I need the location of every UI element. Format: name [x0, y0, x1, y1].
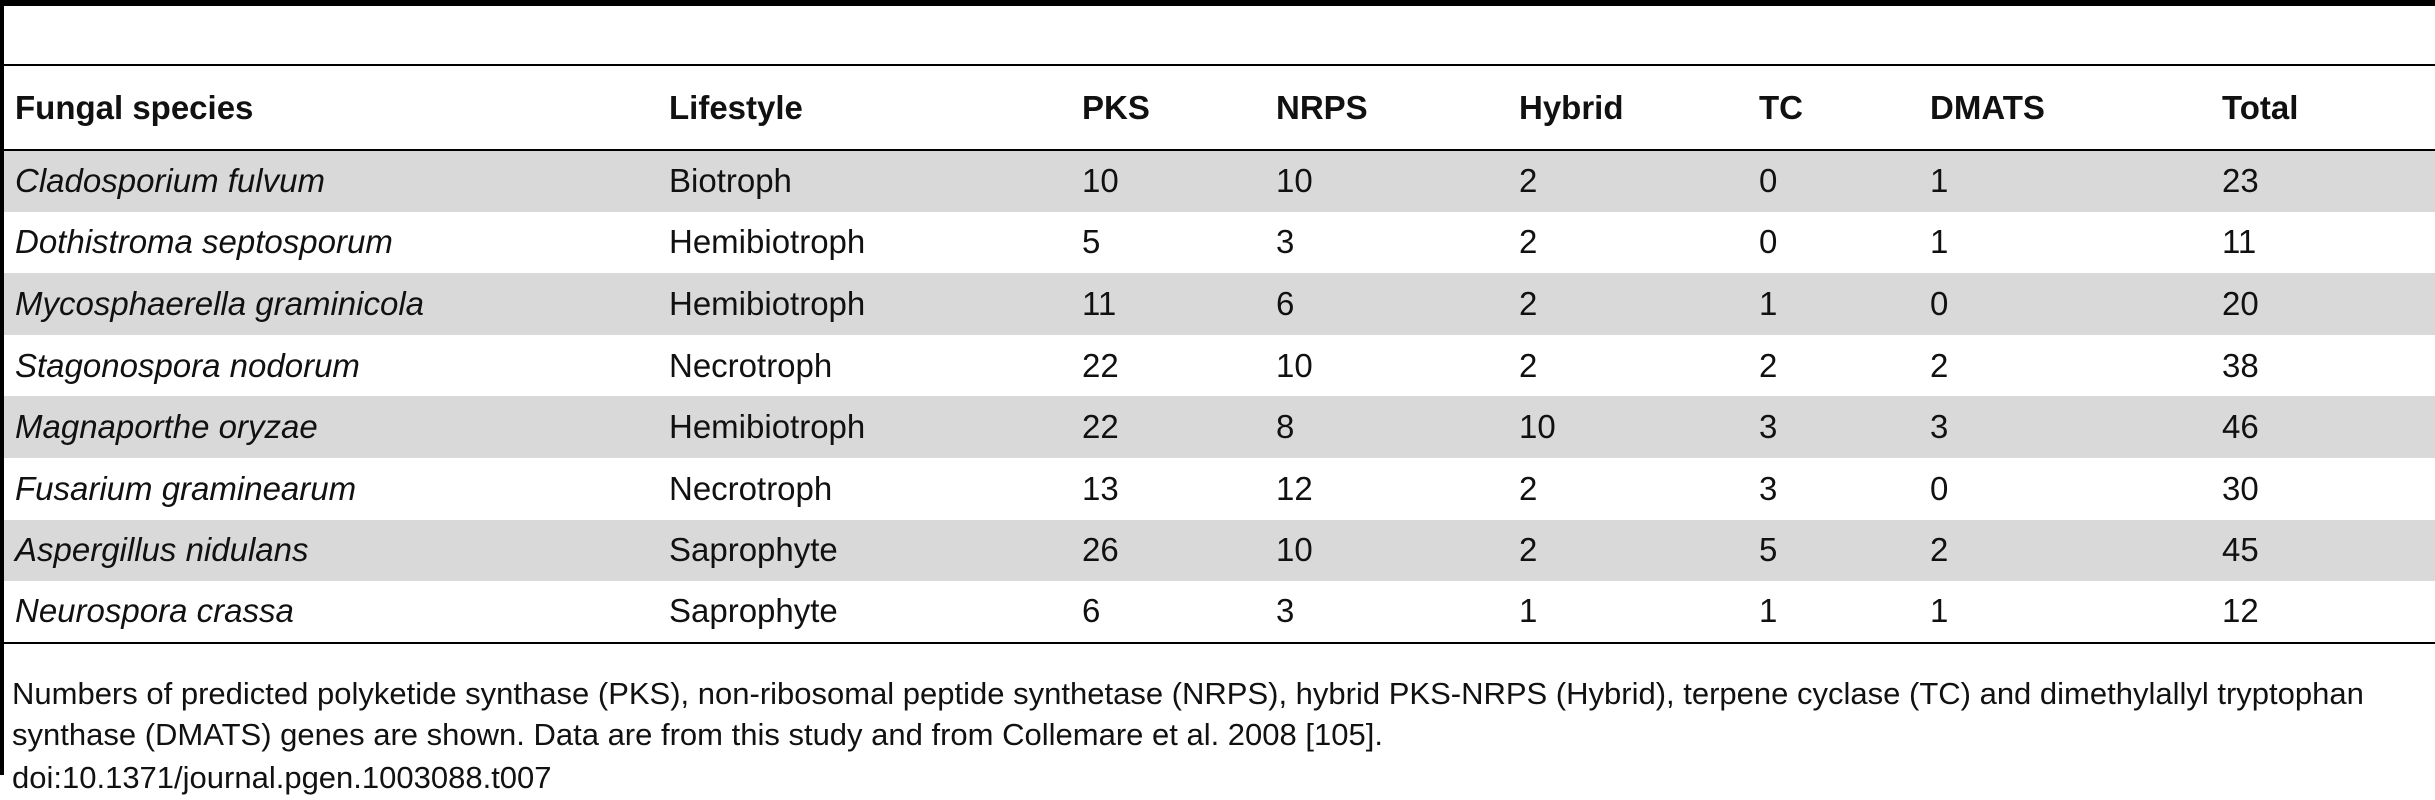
- cell-pks: 22: [1082, 346, 1119, 384]
- cell-pks: 10: [1082, 162, 1119, 200]
- cell-total: 23: [2222, 162, 2259, 200]
- cell-nrps: 8: [1276, 408, 1295, 446]
- cell-total: 11: [2222, 223, 2257, 261]
- cell-dmats: 3: [1930, 408, 1949, 446]
- cell-tc: 0: [1759, 223, 1778, 261]
- cell-lifestyle: Hemibiotroph: [669, 284, 866, 322]
- cell-dmats: 2: [1930, 531, 1949, 569]
- cell-nrps: 6: [1276, 284, 1295, 322]
- header-fungal-species: Fungal species: [15, 88, 254, 126]
- cell-dmats: 1: [1930, 162, 1949, 200]
- header-pks: PKS: [1082, 88, 1150, 126]
- cell-lifestyle: Hemibiotroph: [669, 223, 866, 261]
- cell-nrps: 10: [1276, 346, 1313, 384]
- table-caption: Numbers of predicted polyketide synthase…: [12, 676, 2364, 752]
- cell-lifestyle: Necrotroph: [669, 469, 833, 507]
- cell-nrps: 3: [1276, 223, 1295, 261]
- cell-nrps: 12: [1276, 469, 1313, 507]
- table-row: Fusarium graminearum Necrotroph 13 12 2 …: [4, 458, 2435, 520]
- cell-pks: 11: [1082, 284, 1117, 322]
- table-row: Dothistroma septosporum Hemibiotroph 5 3…: [4, 212, 2435, 274]
- table-row: Stagonospora nodorum Necrotroph 22 10 2 …: [4, 335, 2435, 397]
- header-dmats: DMATS: [1930, 88, 2045, 126]
- cell-pks: 6: [1082, 592, 1101, 630]
- cell-total: 20: [2222, 284, 2259, 322]
- cell-tc: 1: [1759, 592, 1778, 630]
- cell-lifestyle: Saprophyte: [669, 592, 838, 630]
- cell-lifestyle: Biotroph: [669, 162, 792, 200]
- cell-hybrid: 1: [1519, 592, 1538, 630]
- table-row: Neurospora crassa Saprophyte 6 3 1 1 1 1…: [4, 581, 2435, 643]
- cell-species: Stagonospora nodorum: [15, 346, 360, 384]
- cell-species: Magnaporthe oryzae: [15, 408, 318, 446]
- table-container: Fungal species Lifestyle PKS NRPS Hybrid…: [4, 64, 2435, 644]
- header-lifestyle: Lifestyle: [669, 88, 803, 126]
- cell-tc: 3: [1759, 469, 1778, 507]
- doi-line: doi:10.1371/journal.pgen.1003088.t007: [12, 760, 552, 795]
- cell-nrps: 10: [1276, 531, 1313, 569]
- header-total: Total: [2222, 88, 2299, 126]
- header-tc: TC: [1759, 88, 1803, 126]
- cell-dmats: 1: [1930, 223, 1949, 261]
- cell-tc: 1: [1759, 284, 1778, 322]
- cell-species: Fusarium graminearum: [15, 469, 357, 507]
- cell-pks: 22: [1082, 408, 1119, 446]
- cell-hybrid: 2: [1519, 223, 1538, 261]
- cell-lifestyle: Saprophyte: [669, 531, 838, 569]
- cell-species: Aspergillus nidulans: [15, 531, 309, 569]
- header-nrps: NRPS: [1276, 88, 1368, 126]
- cell-hybrid: 2: [1519, 162, 1538, 200]
- top-border-rule: [4, 0, 2435, 6]
- cell-hybrid: 10: [1519, 408, 1556, 446]
- table-row: Aspergillus nidulans Saprophyte 26 10 2 …: [4, 519, 2435, 582]
- cell-tc: 5: [1759, 531, 1778, 569]
- cell-species: Neurospora crassa: [15, 592, 294, 630]
- cell-hybrid: 2: [1519, 469, 1538, 507]
- cell-pks: 26: [1082, 531, 1119, 569]
- cell-dmats: 0: [1930, 284, 1949, 322]
- cell-dmats: 2: [1930, 346, 1949, 384]
- cell-total: 46: [2222, 408, 2259, 446]
- cell-lifestyle: Hemibiotroph: [669, 408, 866, 446]
- left-border-rule: [0, 0, 4, 775]
- cell-total: 12: [2222, 592, 2259, 630]
- cell-dmats: 1: [1930, 592, 1949, 630]
- cell-tc: 0: [1759, 162, 1778, 200]
- cell-pks: 13: [1082, 469, 1119, 507]
- cell-hybrid: 2: [1519, 531, 1538, 569]
- table-header-row: Fungal species Lifestyle PKS NRPS Hybrid…: [4, 65, 2435, 150]
- cell-species: Mycosphaerella graminicola: [15, 284, 425, 322]
- cell-nrps: 3: [1276, 592, 1295, 630]
- cell-pks: 5: [1082, 223, 1101, 261]
- cell-dmats: 0: [1930, 469, 1949, 507]
- table-row: Magnaporthe oryzae Hemibiotroph 22 8 10 …: [4, 396, 2435, 458]
- cell-hybrid: 2: [1519, 346, 1538, 384]
- table-row: Mycosphaerella graminicola Hemibiotroph …: [4, 273, 2435, 335]
- cell-nrps: 10: [1276, 162, 1313, 200]
- cell-tc: 3: [1759, 408, 1778, 446]
- cell-species: Dothistroma septosporum: [15, 223, 393, 261]
- cell-lifestyle: Necrotroph: [669, 346, 833, 384]
- cell-total: 45: [2222, 531, 2259, 569]
- cell-total: 30: [2222, 469, 2259, 507]
- cell-total: 38: [2222, 346, 2259, 384]
- cell-species: Cladosporium fulvum: [15, 162, 325, 200]
- header-hybrid: Hybrid: [1519, 88, 1624, 126]
- cell-hybrid: 2: [1519, 284, 1538, 322]
- cell-tc: 2: [1759, 346, 1778, 384]
- species-gene-table: Fungal species Lifestyle PKS NRPS Hybrid…: [4, 64, 2435, 644]
- table-row: Cladosporium fulvum Biotroph 10 10 2 0 1…: [4, 150, 2435, 212]
